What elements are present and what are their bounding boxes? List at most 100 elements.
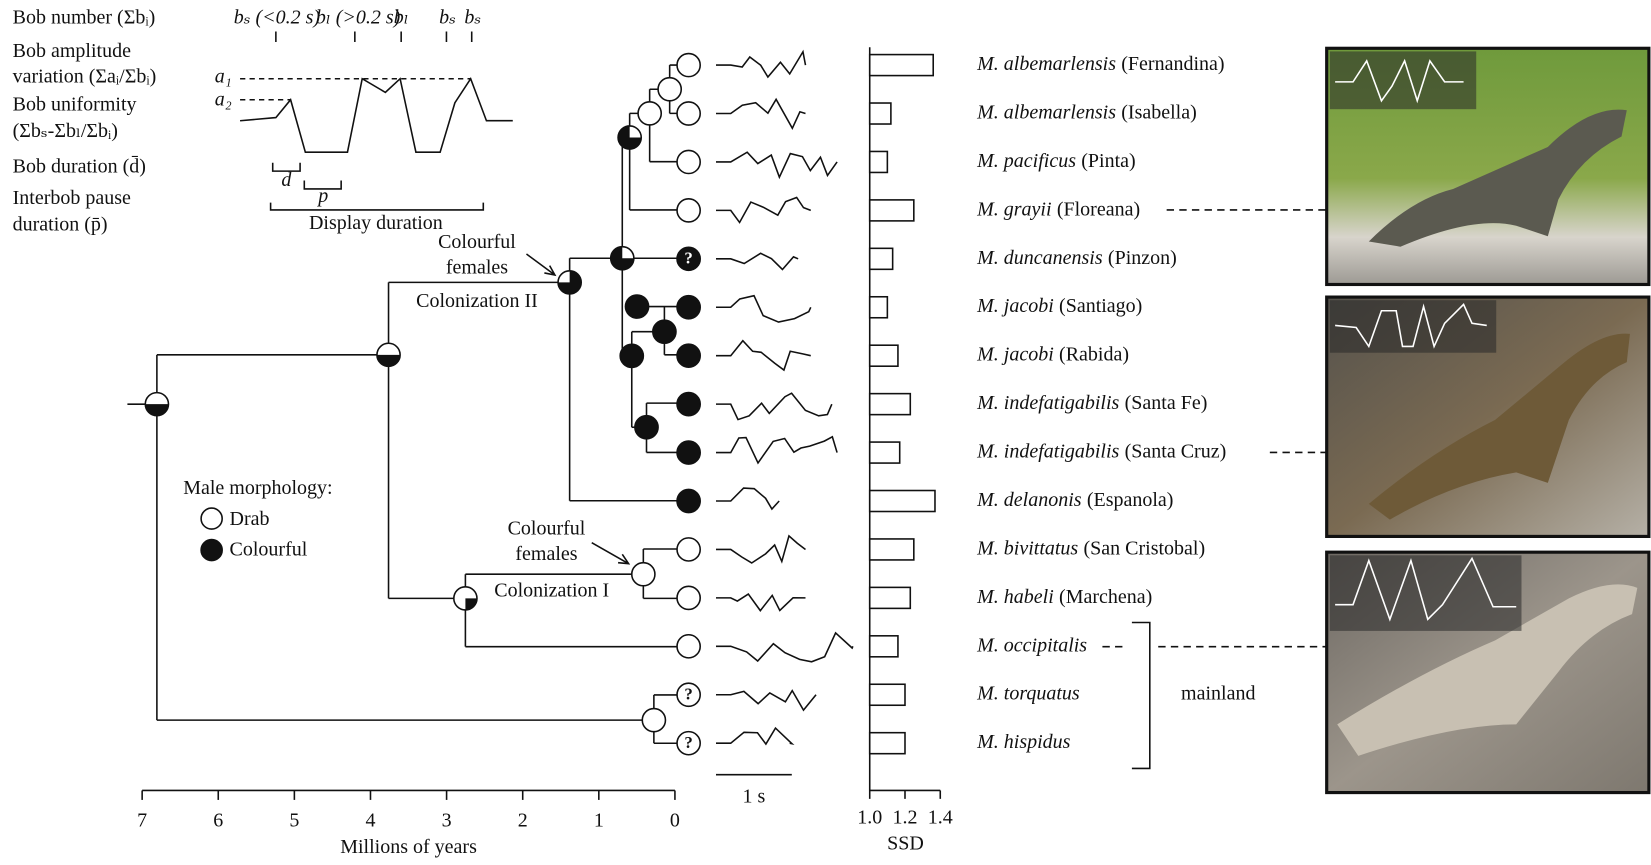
node-state	[145, 404, 169, 416]
tip-state	[676, 537, 701, 562]
bar	[868, 295, 889, 319]
legend-row: Bob uniformity	[13, 94, 137, 116]
diagram-label: a₂	[215, 88, 232, 110]
bar	[868, 199, 915, 222]
unknown-state: ?	[684, 685, 692, 704]
species-name: M. albemarlensis	[976, 101, 1116, 123]
tip-state	[676, 246, 701, 272]
legend-row: Bob amplitude	[13, 40, 131, 62]
ancestral-node	[619, 343, 645, 369]
species-name: M. hispidus	[976, 731, 1071, 753]
ancestral-node	[652, 319, 677, 345]
bar	[868, 489, 936, 513]
species-label: M. bivittatus (San Cristobal)	[976, 537, 1205, 559]
node-state	[610, 246, 634, 270]
lizard-silhouette	[1337, 584, 1638, 756]
species-name: M. pacificus	[976, 150, 1076, 172]
bar	[868, 392, 912, 416]
node-state	[465, 598, 477, 610]
tree-annotation: Colonization I	[494, 580, 609, 602]
axis-title: SSD	[887, 833, 924, 855]
species-label: M. albemarlensis (Fernandina)	[976, 53, 1224, 75]
locality: (Pinta)	[1081, 150, 1135, 172]
species-name: M. torquatus	[976, 682, 1080, 704]
node-state	[376, 354, 401, 367]
photo-inset	[1329, 51, 1477, 110]
tip-state	[676, 52, 701, 78]
node-state	[558, 270, 582, 294]
display-waveform	[715, 97, 806, 131]
species-name: M. delanonis	[976, 489, 1082, 511]
mainland-label: mainland	[1181, 683, 1255, 705]
species-label: M. grayii (Floreana)	[976, 198, 1140, 220]
bar	[868, 441, 901, 464]
tree-annotation: Colonization II	[416, 290, 538, 312]
legend-label: Drab	[230, 508, 270, 530]
bar	[868, 538, 915, 561]
locality: (San Cristobal)	[1083, 537, 1205, 559]
legend-row: (Σbₛ-Σbₗ/Σbᵢ)	[13, 120, 118, 142]
bar	[868, 731, 906, 755]
tip-state	[676, 294, 701, 320]
ancestral-node	[634, 414, 659, 440]
photos	[1325, 46, 1651, 795]
locality: (Santiago)	[1059, 295, 1142, 317]
tip-state	[676, 343, 701, 369]
species-label: M. hispidus	[976, 731, 1071, 753]
species-label: M. indefatigabilis (Santa Fe)	[976, 392, 1207, 414]
bar	[868, 53, 935, 77]
tip-state	[676, 101, 701, 126]
legend-row: Bob duration (d̄)	[13, 155, 146, 177]
locality: (Floreana)	[1057, 198, 1140, 220]
bar	[868, 635, 899, 658]
species-label: M. jacobi (Santiago)	[976, 295, 1142, 317]
x-tick-label: 7	[137, 810, 147, 832]
tip-state	[676, 730, 701, 756]
mainland-bracket	[1131, 621, 1151, 770]
inset-waveform	[1335, 556, 1517, 622]
display-waveform	[715, 435, 838, 465]
display-waveform	[715, 196, 812, 224]
species-name: M. indefatigabilis	[976, 440, 1119, 462]
species-label: M. delanonis (Espanola)	[976, 489, 1173, 511]
display-waveform	[715, 151, 838, 180]
species-name: M. bivittatus	[976, 537, 1078, 559]
tip-state	[676, 585, 701, 611]
tree-annotation: Colourful	[508, 518, 586, 540]
x-tick-label: 1	[594, 810, 604, 832]
display-waveform	[715, 392, 833, 421]
display-waveform	[715, 339, 811, 372]
tip-state	[676, 633, 701, 659]
tip-state	[676, 198, 701, 223]
legend-drab	[200, 507, 223, 530]
lizard-silhouette	[1368, 109, 1627, 247]
locality: (Santa Fe)	[1125, 392, 1208, 414]
display-waveform	[715, 689, 817, 712]
diagram-label: bₗ (>0.2 s)	[316, 6, 401, 28]
inset-waveform	[1335, 58, 1464, 104]
species-name: M. albemarlensis	[976, 53, 1116, 75]
diagram-label: bₛ	[464, 6, 481, 28]
x-tick-label: 1.4	[928, 806, 953, 828]
species-name: M. duncanensis	[976, 246, 1103, 268]
ancestral-node	[624, 294, 650, 319]
arrow	[591, 542, 631, 565]
x-tick-label: 3	[442, 810, 452, 832]
display-waveform	[715, 49, 807, 79]
display-waveform	[715, 294, 812, 323]
species-label: M. habeli (Marchena)	[976, 585, 1152, 607]
x-tick-label: 1.0	[857, 806, 882, 828]
tree-annotation: females	[446, 256, 508, 278]
legend-row: Bob number (Σbᵢ)	[13, 6, 156, 28]
bracket	[303, 180, 342, 190]
x-tick-label: 2	[518, 810, 528, 832]
diagram-label: bₗ	[394, 6, 409, 28]
inset-waveform	[1335, 303, 1487, 349]
tree-annotation: Colourful	[438, 231, 516, 253]
x-tick-label: 0	[670, 810, 680, 832]
species-name: M. jacobi	[976, 343, 1054, 365]
diagram-label: bₛ (<0.2 s)	[234, 6, 321, 28]
